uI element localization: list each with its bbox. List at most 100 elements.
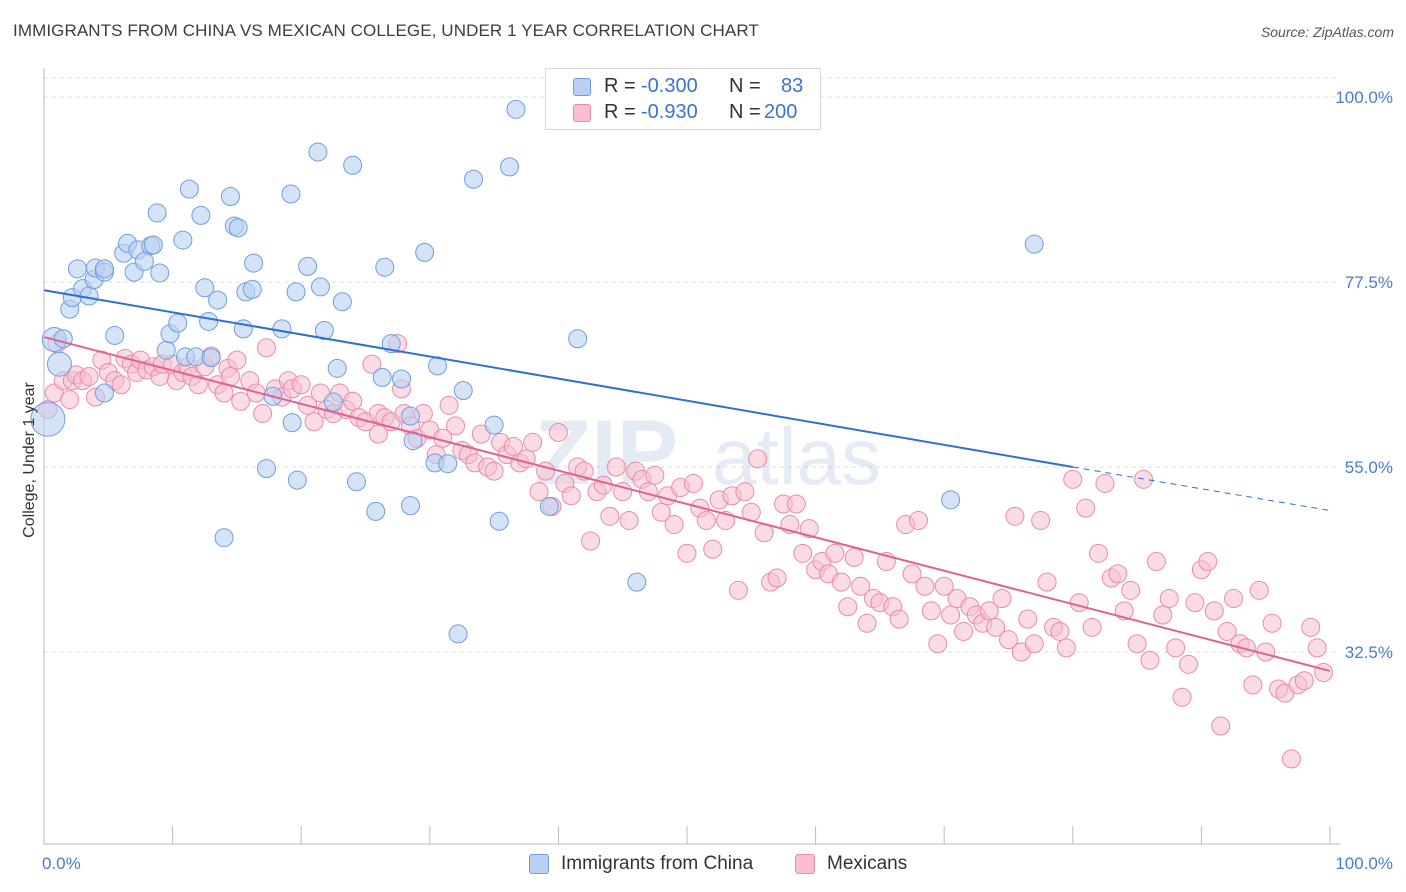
mexicans-point bbox=[1243, 675, 1263, 695]
mexicans-point bbox=[1037, 572, 1057, 592]
mexicans-point bbox=[593, 475, 613, 495]
legend-label: Mexicans bbox=[827, 853, 908, 874]
china-point bbox=[346, 472, 366, 492]
china-point bbox=[53, 329, 73, 349]
mexicans-point bbox=[908, 510, 928, 530]
mexicans-point bbox=[767, 568, 787, 588]
china-point bbox=[199, 311, 219, 331]
china-point bbox=[375, 257, 395, 277]
china-point bbox=[191, 205, 211, 225]
china-point bbox=[401, 496, 421, 516]
r-label: R = bbox=[604, 101, 636, 123]
mexicans-point bbox=[600, 506, 620, 526]
china-point bbox=[242, 279, 262, 299]
china-point bbox=[105, 325, 125, 345]
mexicans-point bbox=[548, 422, 568, 442]
mexicans-point bbox=[735, 482, 755, 502]
mexicans-point bbox=[310, 383, 330, 403]
y-axis-label: College, Under 1 year bbox=[21, 382, 38, 538]
legend-row-china: R = -0.300 N = 83 bbox=[546, 75, 820, 101]
mexicans-point bbox=[728, 580, 748, 600]
china-point bbox=[506, 99, 526, 119]
mexicans-point bbox=[992, 589, 1012, 609]
china-point bbox=[46, 351, 72, 377]
mexicans-point bbox=[304, 412, 324, 432]
china-point bbox=[627, 572, 647, 592]
mexicans-point bbox=[677, 543, 697, 563]
y-tick-label: 77.5% bbox=[1345, 273, 1393, 292]
china-point bbox=[448, 624, 468, 644]
china-point bbox=[415, 242, 435, 262]
mexicans-point bbox=[1281, 749, 1301, 769]
mexicans-point bbox=[529, 482, 549, 502]
china-point bbox=[438, 454, 458, 474]
y-tick-label: 100.0% bbox=[1335, 88, 1393, 107]
china-point bbox=[568, 329, 588, 349]
r-label: R = bbox=[604, 75, 636, 97]
mexicans-point bbox=[1063, 469, 1083, 489]
mexicans-point bbox=[291, 375, 311, 395]
mexicans-point bbox=[446, 416, 466, 436]
china-point bbox=[310, 277, 330, 297]
china-point bbox=[173, 230, 193, 250]
mexicans-point bbox=[227, 350, 247, 370]
mexicans-point bbox=[1153, 605, 1173, 625]
mexicans-point bbox=[1031, 510, 1051, 530]
mexicans-point bbox=[1108, 564, 1128, 584]
n-value: 200 bbox=[764, 101, 798, 123]
mexicans-point bbox=[1018, 609, 1038, 629]
mexicans-point bbox=[664, 515, 684, 535]
mexicans-point bbox=[362, 354, 382, 374]
china-swatch bbox=[573, 78, 591, 96]
china-point bbox=[401, 406, 421, 426]
china-point bbox=[282, 413, 302, 433]
mexicans-point bbox=[1217, 621, 1237, 641]
mexicans-point bbox=[111, 375, 131, 395]
mexicans-point bbox=[471, 424, 491, 444]
china-point bbox=[228, 218, 248, 238]
china-point bbox=[323, 392, 343, 412]
mexicans-point bbox=[1095, 473, 1115, 493]
n-label: N = bbox=[729, 75, 761, 97]
mexicans-point bbox=[619, 510, 639, 530]
mexicans-point bbox=[1224, 589, 1244, 609]
mexicans-point bbox=[1204, 601, 1224, 621]
china-point bbox=[327, 358, 347, 378]
mexicans-point bbox=[844, 547, 864, 567]
china-point bbox=[308, 142, 328, 162]
x-tick-label: 0.0% bbox=[42, 854, 81, 873]
mexicans-point bbox=[1294, 671, 1314, 691]
mexicans-point bbox=[651, 502, 671, 522]
mexicans-point bbox=[343, 391, 363, 411]
mexicans-point bbox=[748, 449, 768, 469]
mexicans-point bbox=[1249, 580, 1269, 600]
mexicans-point bbox=[838, 597, 858, 617]
mexicans-point bbox=[902, 564, 922, 584]
mexicans-point bbox=[1089, 543, 1109, 563]
mexicans-point bbox=[1166, 638, 1186, 658]
series-legend: Immigrants from China Mexicans bbox=[0, 850, 1406, 878]
mexicans-point bbox=[606, 457, 626, 477]
mexicans-point bbox=[503, 436, 523, 456]
mexicans-point bbox=[1050, 621, 1070, 641]
china-point bbox=[220, 186, 240, 206]
mexicans-point bbox=[1185, 593, 1205, 613]
mexicans-point bbox=[484, 461, 504, 481]
mexicans-point bbox=[561, 486, 581, 506]
china-point bbox=[67, 259, 87, 279]
mexicans-point bbox=[214, 383, 234, 403]
mexicans-point bbox=[696, 510, 716, 530]
mexicans-point bbox=[256, 338, 276, 358]
mexicans-point bbox=[793, 543, 813, 563]
mexicans-point bbox=[1314, 663, 1334, 683]
mexicans-point bbox=[915, 576, 935, 596]
mexicans-point bbox=[1140, 650, 1160, 670]
china-point bbox=[201, 348, 221, 368]
mexicans-point bbox=[645, 465, 665, 485]
mexicans-point bbox=[953, 621, 973, 641]
n-value: 83 bbox=[781, 75, 804, 97]
china-point bbox=[214, 528, 234, 548]
china-point bbox=[314, 321, 334, 341]
china-point bbox=[94, 259, 114, 279]
